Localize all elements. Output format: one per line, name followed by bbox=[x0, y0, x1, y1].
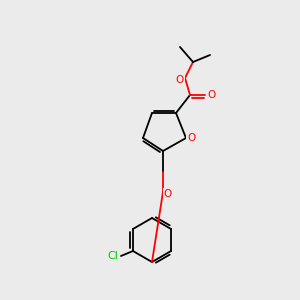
Text: O: O bbox=[208, 90, 216, 100]
Text: Cl: Cl bbox=[107, 251, 118, 261]
Text: O: O bbox=[164, 189, 172, 199]
Text: O: O bbox=[187, 133, 195, 143]
Text: O: O bbox=[176, 75, 184, 85]
